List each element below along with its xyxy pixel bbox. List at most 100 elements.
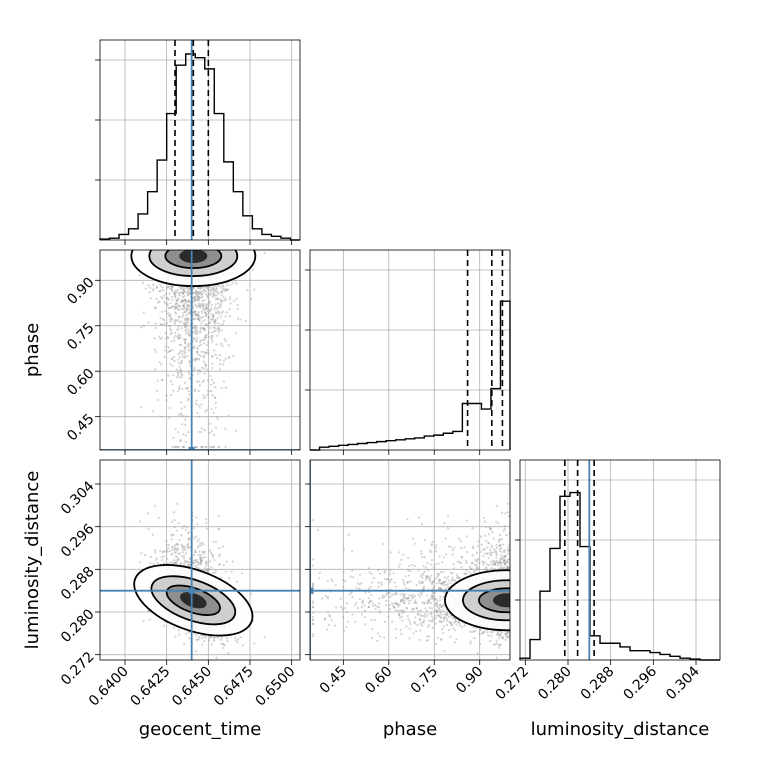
sample-point xyxy=(170,340,173,343)
sample-point xyxy=(231,282,234,285)
sample-point xyxy=(206,294,210,297)
sample-point xyxy=(210,312,213,316)
sample-point xyxy=(167,285,170,288)
sample-point xyxy=(149,555,152,559)
sample-point xyxy=(211,556,215,559)
sample-point xyxy=(200,427,204,430)
sample-point xyxy=(184,434,188,437)
sample-point xyxy=(184,300,188,303)
sample-point xyxy=(206,567,209,571)
sample-point xyxy=(174,306,177,309)
sample-point xyxy=(197,298,200,301)
sample-point xyxy=(219,290,223,293)
sample-point xyxy=(188,299,191,302)
sample-point xyxy=(178,365,181,368)
sample-point xyxy=(209,636,212,639)
sample-point xyxy=(179,336,182,339)
sample-point xyxy=(155,285,159,289)
sample-point xyxy=(212,286,215,289)
sample-point xyxy=(180,401,183,404)
sample-point xyxy=(184,338,188,341)
sample-point xyxy=(194,650,198,653)
sample-point xyxy=(169,363,172,366)
sample-point xyxy=(198,291,202,294)
sample-point xyxy=(211,286,214,289)
sample-point xyxy=(193,358,197,361)
sample-point xyxy=(196,523,199,526)
sample-point xyxy=(162,318,165,321)
sample-point xyxy=(194,550,197,554)
sample-point xyxy=(204,334,207,337)
sample-point xyxy=(223,287,226,290)
sample-point xyxy=(196,298,199,301)
sample-point xyxy=(196,317,200,320)
sample-point xyxy=(184,341,187,345)
sample-point xyxy=(161,297,164,300)
sample-point xyxy=(200,366,203,369)
sample-point xyxy=(186,319,189,322)
sample-point xyxy=(177,558,180,561)
sample-point xyxy=(199,303,203,306)
sample-point xyxy=(201,295,204,298)
sample-point xyxy=(220,636,223,639)
sample-point xyxy=(208,301,212,304)
sample-point xyxy=(155,557,159,560)
sample-point xyxy=(220,576,223,579)
sample-point xyxy=(188,301,192,304)
sample-point xyxy=(194,293,198,296)
sample-point xyxy=(222,359,226,362)
sample-point xyxy=(194,313,197,316)
sample-point xyxy=(181,291,184,294)
sample-point xyxy=(201,543,205,546)
sample-point xyxy=(200,559,204,562)
sample-point xyxy=(172,436,175,439)
sample-point xyxy=(199,326,203,329)
sample-point xyxy=(197,358,201,361)
sample-point xyxy=(182,321,186,325)
sample-point xyxy=(192,317,195,320)
sample-point xyxy=(177,315,180,318)
sample-point xyxy=(185,332,188,335)
sample-point xyxy=(171,364,174,367)
sample-point xyxy=(168,324,171,328)
sample-point xyxy=(171,545,174,548)
sample-point xyxy=(195,293,198,296)
sample-point xyxy=(168,313,171,316)
sample-point xyxy=(199,541,202,545)
sample-point xyxy=(178,304,181,307)
sample-point xyxy=(207,316,210,319)
sample-point xyxy=(173,544,176,547)
sample-point xyxy=(217,445,220,449)
sample-point xyxy=(216,291,219,294)
sample-point xyxy=(225,560,228,563)
sample-point xyxy=(177,413,180,416)
sample-point xyxy=(196,638,199,641)
sample-point xyxy=(198,635,201,639)
sample-point xyxy=(212,445,215,449)
sample-point xyxy=(210,408,213,411)
sample-point xyxy=(173,294,177,297)
sample-point xyxy=(208,331,211,334)
sample-point xyxy=(206,341,210,344)
sample-point xyxy=(171,295,174,299)
sample-point xyxy=(220,286,223,289)
sample-point xyxy=(192,337,196,341)
sample-point xyxy=(161,558,164,562)
sample-point xyxy=(177,445,180,449)
sample-point xyxy=(184,548,187,552)
sample-point xyxy=(197,296,200,299)
sample-point xyxy=(217,528,220,531)
sample-point xyxy=(171,286,174,289)
sample-point xyxy=(158,290,161,293)
sample-point xyxy=(201,315,204,319)
sample-point xyxy=(219,315,223,318)
sample-point xyxy=(214,406,217,409)
sample-point xyxy=(138,273,141,277)
sample-point xyxy=(195,350,199,353)
sample-point xyxy=(208,288,211,291)
sample-point xyxy=(232,299,236,302)
sample-point xyxy=(175,319,178,322)
sample-point xyxy=(211,334,215,337)
sample-point xyxy=(211,331,214,334)
sample-point xyxy=(172,336,176,339)
